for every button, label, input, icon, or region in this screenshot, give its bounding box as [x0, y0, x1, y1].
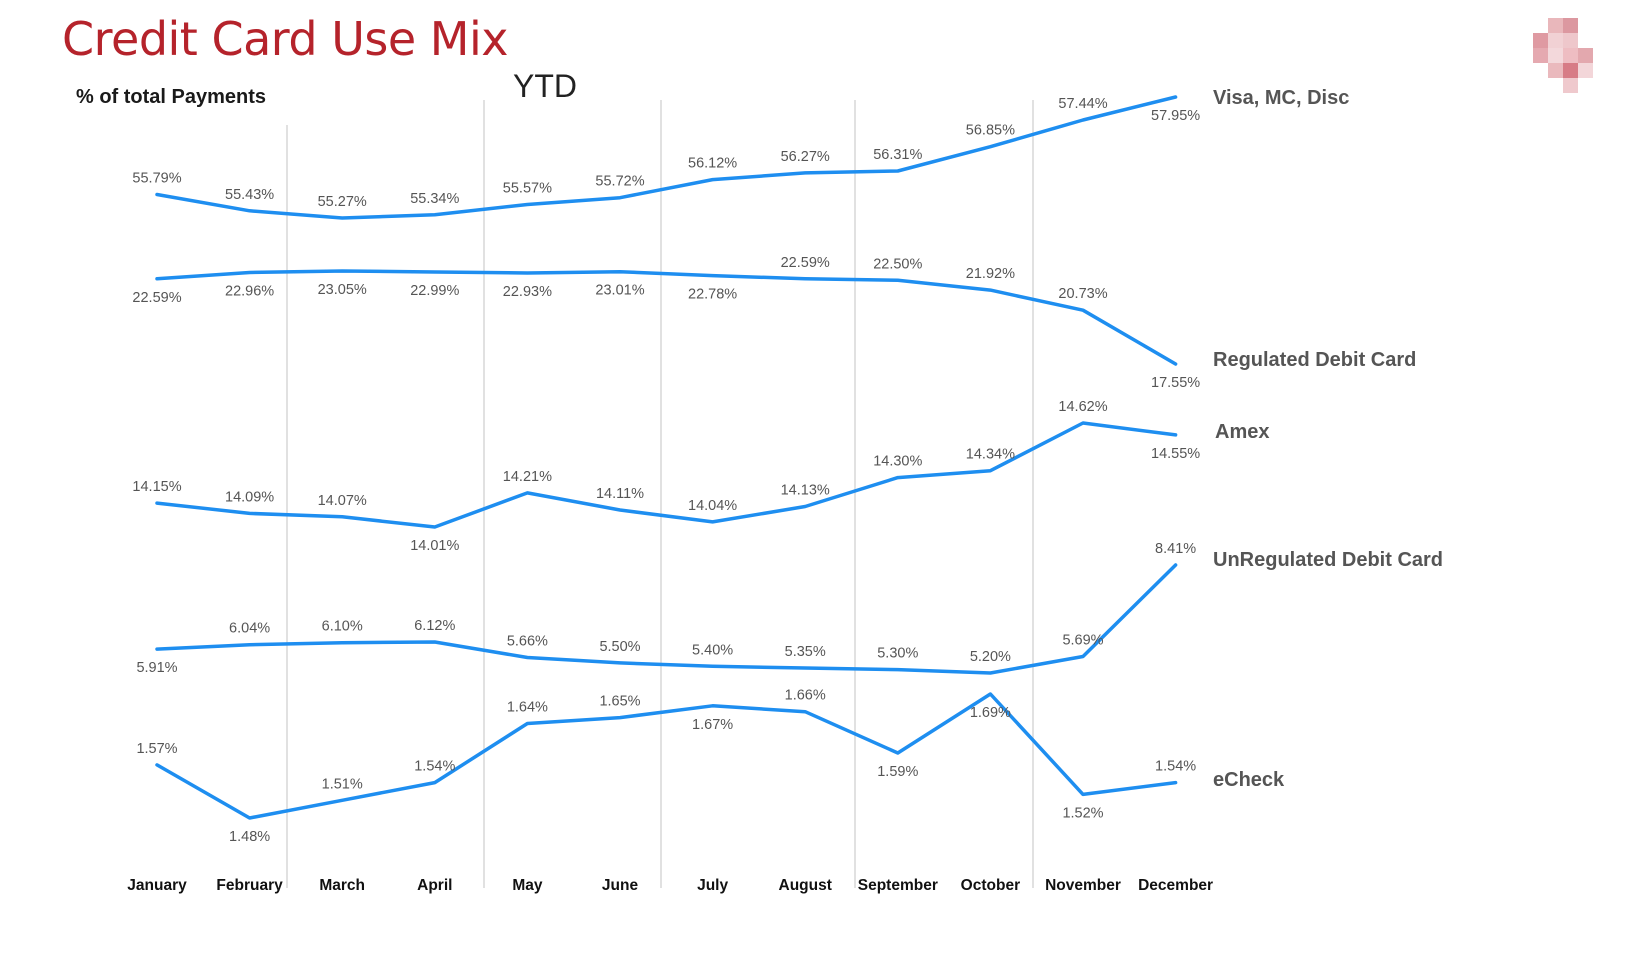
x-tick-label: June	[602, 877, 639, 894]
x-tick-label: May	[512, 877, 543, 894]
data-label: 56.31%	[873, 147, 922, 163]
data-label: 57.44%	[1058, 96, 1107, 112]
data-label: 22.93%	[503, 284, 552, 300]
series-name-label: Amex	[1215, 421, 1269, 443]
x-tick-label: November	[1045, 877, 1121, 894]
x-tick-label: October	[961, 877, 1020, 894]
data-label: 5.91%	[136, 660, 177, 676]
data-label: 14.30%	[873, 454, 922, 470]
data-label: 22.78%	[688, 287, 737, 303]
data-label: 55.34%	[410, 191, 459, 207]
data-label: 14.55%	[1151, 446, 1200, 462]
data-label: 1.66%	[785, 688, 826, 704]
data-label: 1.57%	[136, 741, 177, 757]
data-label: 8.41%	[1155, 541, 1196, 557]
data-label: 23.05%	[318, 282, 367, 298]
data-label: 17.55%	[1151, 375, 1200, 391]
data-label: 14.09%	[225, 489, 274, 505]
data-label: 5.50%	[599, 639, 640, 655]
x-tick-label: July	[697, 877, 728, 894]
data-label: 1.54%	[414, 759, 455, 775]
series-line-4	[155, 563, 1178, 675]
chart-subtitle: YTD	[513, 68, 577, 104]
data-label: 56.12%	[688, 156, 737, 172]
series-name-label: eCheck	[1213, 769, 1285, 791]
y-axis-label: % of total Payments	[76, 86, 267, 108]
data-label: 57.95%	[1151, 108, 1200, 124]
gridlines	[286, 100, 1034, 888]
series-name-label: Visa, MC, Disc	[1213, 87, 1349, 109]
data-label: 1.67%	[692, 717, 733, 733]
data-label: 1.51%	[322, 776, 363, 792]
data-label: 22.59%	[781, 255, 830, 271]
data-label: 5.30%	[877, 646, 918, 662]
data-label: 56.85%	[966, 123, 1015, 139]
series-line-2	[155, 269, 1178, 366]
series-line-3	[155, 421, 1178, 529]
data-label: 14.34%	[966, 447, 1015, 463]
data-label: 1.69%	[970, 705, 1011, 721]
data-label: 14.15%	[132, 479, 181, 495]
x-tick-label: December	[1138, 877, 1213, 894]
series-line-5	[155, 692, 1178, 820]
brand-logo	[1533, 18, 1620, 108]
data-label: 22.59%	[132, 290, 181, 306]
data-labels: 55.79% 55.43% 55.27% 55.34% 55.57% 55.72% 56.1…	[132, 87, 1443, 845]
data-label: 5.69%	[1062, 633, 1103, 649]
x-tick-label: August	[779, 877, 832, 894]
data-label: 1.64%	[507, 700, 548, 716]
data-label: 55.27%	[318, 194, 367, 210]
data-label: 5.35%	[785, 644, 826, 660]
data-label: 55.79%	[132, 171, 181, 187]
data-label: 22.99%	[410, 283, 459, 299]
data-label: 14.13%	[781, 483, 830, 499]
data-label: 1.59%	[877, 764, 918, 780]
data-label: 1.54%	[1155, 759, 1196, 775]
data-label: 6.10%	[322, 619, 363, 635]
data-label: 14.21%	[503, 469, 552, 485]
data-label: 1.52%	[1062, 805, 1103, 821]
data-label: 55.57%	[503, 180, 552, 196]
data-label: 14.04%	[688, 498, 737, 514]
data-label: 55.72%	[595, 174, 644, 190]
x-tick-label: April	[417, 877, 452, 894]
data-label: 56.27%	[781, 149, 830, 165]
data-label: 20.73%	[1058, 286, 1107, 302]
data-label: 23.01%	[595, 283, 644, 299]
data-label: 14.11%	[596, 486, 644, 502]
data-label: 14.62%	[1058, 399, 1107, 415]
data-label: 21.92%	[966, 266, 1015, 282]
series-line-1	[155, 95, 1178, 220]
series-name-label: Regulated Debit Card	[1213, 349, 1416, 371]
data-label: 22.96%	[225, 284, 274, 300]
data-label: 1.65%	[599, 694, 640, 710]
x-axis: January February March April May June July Augu…	[127, 877, 1213, 894]
x-tick-label: March	[319, 877, 365, 894]
x-tick-label: September	[858, 877, 938, 894]
series-lines	[155, 95, 1178, 820]
data-label: 55.43%	[225, 187, 274, 203]
data-label: 6.04%	[229, 621, 270, 637]
x-tick-label: January	[127, 877, 187, 894]
data-label: 6.12%	[414, 618, 455, 634]
data-label: 14.01%	[410, 538, 459, 554]
chart-title: Credit Card Use Mix	[62, 12, 508, 66]
data-label: 1.48%	[229, 829, 270, 845]
data-label: 14.07%	[318, 493, 367, 509]
data-label: 5.66%	[507, 634, 548, 650]
series-name-label: UnRegulated Debit Card	[1213, 549, 1443, 571]
data-label: 5.40%	[692, 642, 733, 658]
data-label: 22.50%	[873, 256, 922, 272]
data-label: 5.20%	[970, 649, 1011, 665]
x-tick-label: February	[216, 877, 283, 894]
